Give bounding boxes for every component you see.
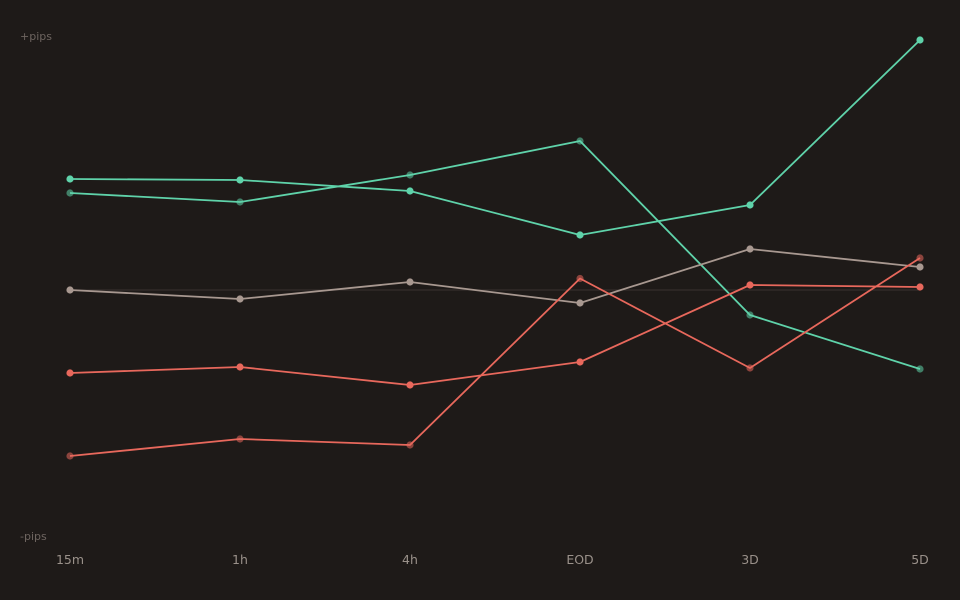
x-tick-label: 3D: [741, 552, 759, 567]
series-4-point-4h: [406, 381, 414, 389]
series-4-line: [69, 284, 921, 386]
series-1-point-4h: [406, 187, 414, 195]
series-5-point-5D: [916, 254, 924, 262]
series-3-point-15m: [66, 286, 74, 294]
series-4-point-1h: [236, 363, 244, 371]
series-2-point-1h: [236, 198, 244, 206]
x-tick-label: 1h: [232, 552, 248, 567]
series-2-line: [69, 140, 921, 370]
x-tick-labels: 15m 1h 4h EOD 3D 5D: [56, 552, 929, 567]
series-5-point-1h: [236, 435, 244, 443]
series-4: [66, 281, 924, 389]
series-5-point-4h: [406, 441, 414, 449]
series-5: [66, 254, 924, 460]
series-1-point-5D: [916, 36, 924, 44]
series-1-point-EOD: [576, 231, 584, 239]
series-2-point-EOD: [576, 137, 584, 145]
series-1-point-1h: [236, 176, 244, 184]
series-1-point-3D: [746, 201, 754, 209]
series-5-point-3D: [746, 364, 754, 372]
series-2-point-4h: [406, 171, 414, 179]
series-3-point-1h: [236, 295, 244, 303]
series-2-point-3D: [746, 311, 754, 319]
series-4-point-EOD: [576, 358, 584, 366]
x-tick-label: 15m: [56, 552, 84, 567]
series-3-point-4h: [406, 278, 414, 286]
y-bottom-label: -pips: [20, 530, 47, 543]
x-tick-label: 5D: [911, 552, 929, 567]
series-5-line: [69, 257, 921, 457]
series-2-point-5D: [916, 365, 924, 373]
series-2: [66, 137, 924, 373]
x-tick-label: 4h: [402, 552, 418, 567]
series-3: [66, 245, 924, 307]
x-tick-label: EOD: [566, 552, 593, 567]
series-1-line: [69, 39, 921, 236]
series-3-line: [69, 248, 921, 304]
y-top-label: +pips: [20, 30, 52, 43]
series-layer: [66, 36, 924, 460]
series-4-point-3D: [746, 281, 754, 289]
series-3-point-EOD: [576, 299, 584, 307]
series-1: [66, 36, 924, 239]
series-5-point-15m: [66, 452, 74, 460]
series-2-point-15m: [66, 189, 74, 197]
series-4-point-15m: [66, 369, 74, 377]
series-3-point-5D: [916, 263, 924, 271]
series-1-point-15m: [66, 175, 74, 183]
series-4-point-5D: [916, 283, 924, 291]
series-5-point-EOD: [576, 274, 584, 283]
series-3-point-3D: [746, 245, 754, 253]
